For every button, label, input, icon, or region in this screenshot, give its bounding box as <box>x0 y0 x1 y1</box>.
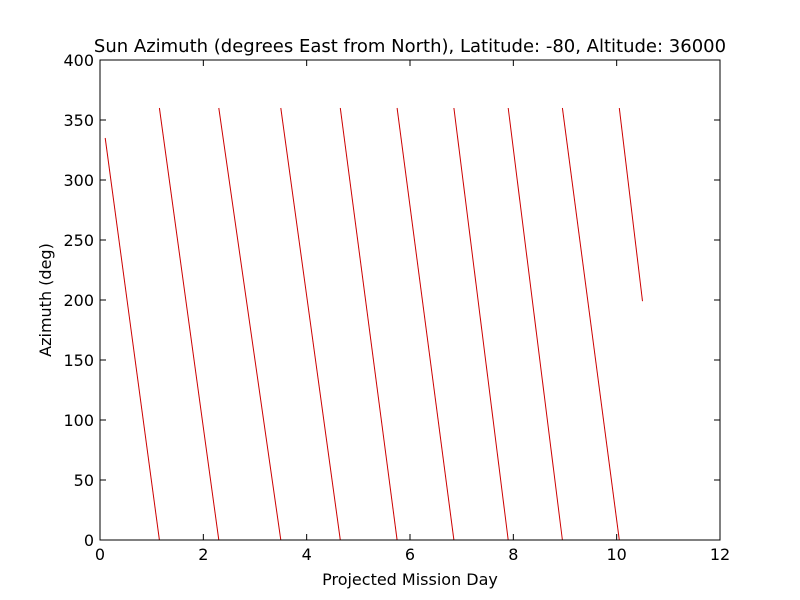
x-tick-label: 10 <box>606 545 626 564</box>
plot-area <box>104 107 643 541</box>
series-line-segment <box>104 137 160 541</box>
y-tick-label: 200 <box>63 291 94 310</box>
series-line-segment <box>280 107 341 541</box>
y-tick-label: 300 <box>63 171 94 190</box>
x-tick-label: 12 <box>710 545 730 564</box>
x-tick-label: 2 <box>198 545 208 564</box>
x-tick-label: 8 <box>508 545 518 564</box>
series-line-segment <box>618 107 643 302</box>
series-line-segment <box>453 107 509 541</box>
x-tick-label: 6 <box>405 545 415 564</box>
x-axis-label: Projected Mission Day <box>322 570 498 589</box>
series-line-segment <box>396 107 455 541</box>
y-tick-label: 400 <box>63 51 94 70</box>
x-tick-label: 0 <box>95 545 105 564</box>
x-tick-label: 4 <box>302 545 312 564</box>
series-line-segment <box>218 107 282 541</box>
y-tick-label: 250 <box>63 231 94 250</box>
y-axis-label: Azimuth (deg) <box>36 243 55 357</box>
chart-title: Sun Azimuth (degrees East from North), L… <box>94 36 726 57</box>
axis-ticks: 0 2 4 6 8 10 12 0 50 100 150 200 250 300 350 400 <box>63 51 730 564</box>
y-tick-label: 150 <box>63 351 94 370</box>
y-tick-label: 350 <box>63 111 94 130</box>
y-tick-label: 0 <box>84 531 94 550</box>
plot-frame <box>99 59 721 541</box>
series-line-segment <box>561 107 620 541</box>
series-line-segment <box>158 107 220 541</box>
series-line-segment <box>339 107 398 541</box>
y-tick-label: 100 <box>63 411 94 430</box>
series-line-segment <box>507 107 563 541</box>
y-tick-label: 50 <box>74 471 94 490</box>
